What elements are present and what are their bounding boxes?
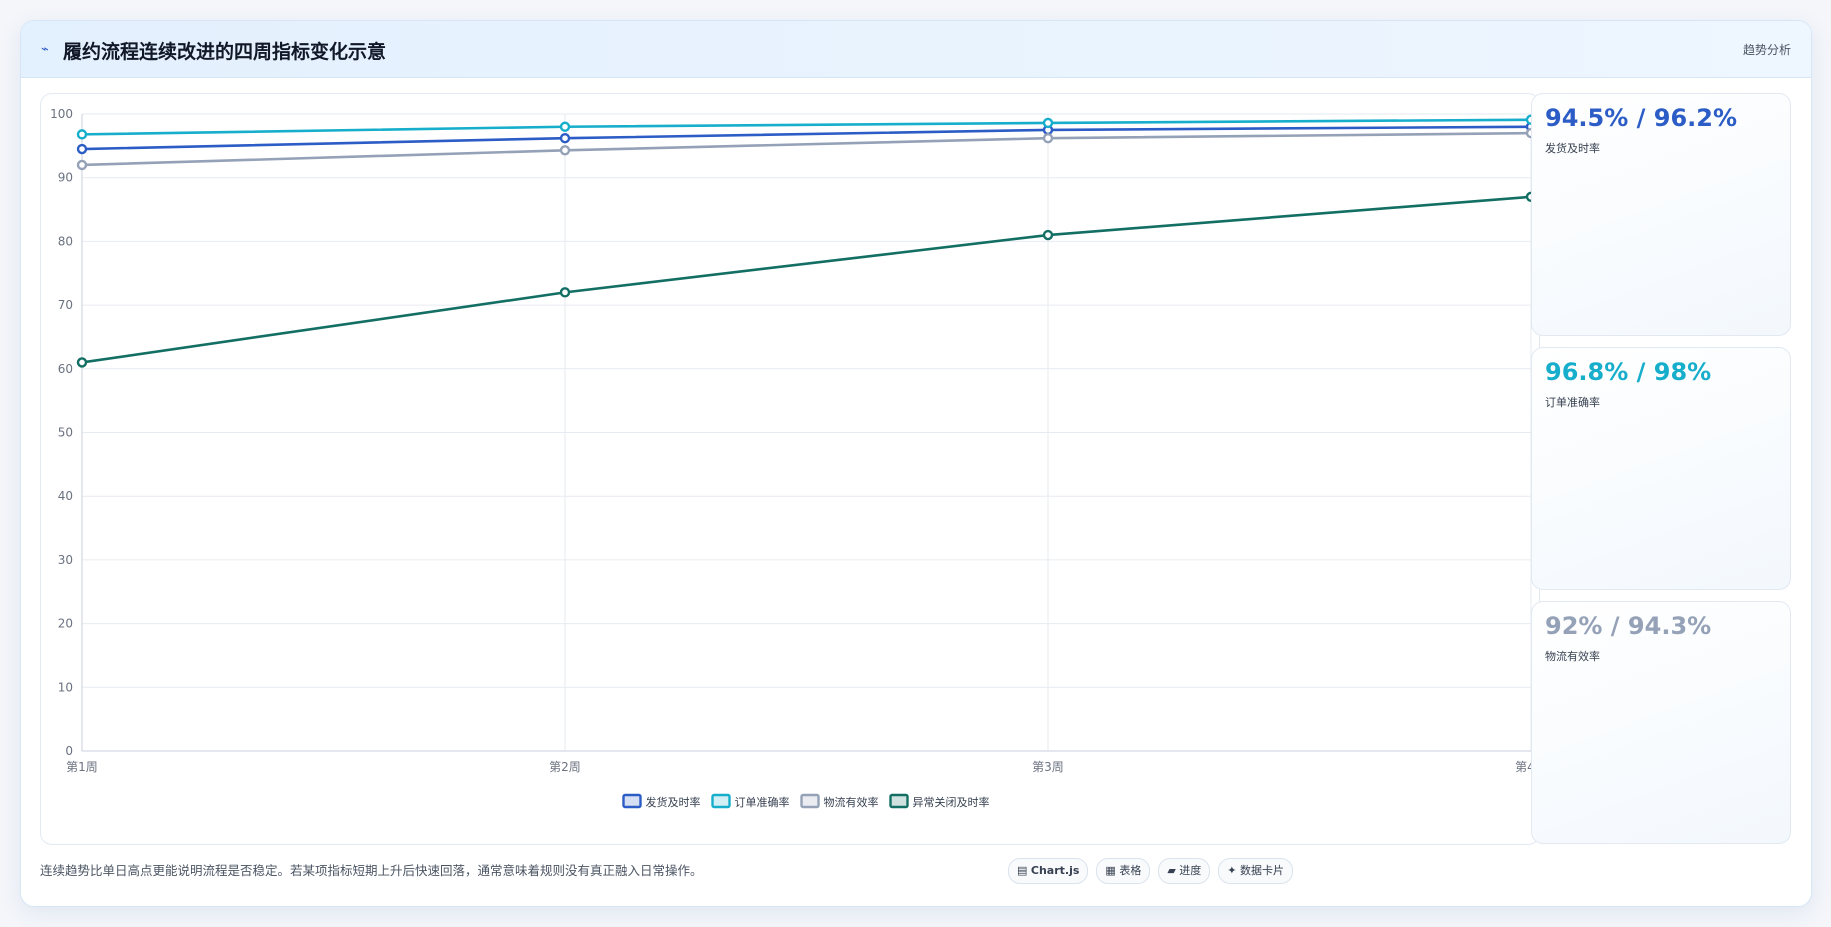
table-icon: ▦ (1105, 864, 1116, 877)
chart-panel: 0102030405060708090100第1周第2周第3周第4周发货及时率订… (40, 93, 1540, 845)
legend-label: 发货及时率 (646, 795, 701, 809)
y-tick-label: 100 (50, 107, 73, 121)
data-point (76, 159, 88, 171)
badge-chartjs[interactable]: ▤ Chart.js (1008, 858, 1089, 884)
legend-label: 异常关闭及时率 (913, 795, 990, 809)
stat-label: 物流有效率 (1545, 650, 1600, 663)
data-point (559, 121, 571, 132)
progress-icon: ▰ (1167, 864, 1176, 877)
y-tick-label: 40 (58, 489, 73, 503)
legend-swatch (889, 793, 909, 809)
footer-badges: ▤ Chart.js ▦ 表格 ▰ 进度 ✦ 数据卡片 (1008, 858, 1294, 884)
page-title: 履约流程连续改进的四周指标变化示意 (63, 41, 387, 63)
series-line (81, 118, 1532, 136)
y-tick-label: 30 (58, 553, 73, 567)
legend-swatch (622, 793, 642, 809)
x-tick-label: 第3周 (1032, 760, 1064, 774)
data-point (76, 129, 88, 140)
badge-progress[interactable]: ▰ 进度 (1158, 858, 1211, 884)
series-line (81, 125, 1532, 151)
badge-label: Chart.js (1030, 864, 1080, 877)
data-point (1042, 133, 1054, 144)
badge-label: 进度 (1179, 864, 1202, 877)
stat-card-order-accuracy: 96.8% / 98% 订单准确率 (1531, 347, 1791, 590)
footer-note: 连续趋势比单日高点更能说明流程是否稳定。若某项指标短期上升后快速回落，通常意味着… (40, 863, 703, 878)
data-point (76, 357, 88, 368)
legend-swatch (800, 793, 820, 809)
badge-label: 数据卡片 (1240, 864, 1285, 877)
sparkle-icon: ✦ (1227, 864, 1237, 877)
x-tick-label: 第1周 (66, 760, 98, 774)
trend-analysis-tag: 趋势分析 (1742, 43, 1791, 57)
stat-label: 发货及时率 (1545, 142, 1600, 155)
data-point (559, 133, 571, 144)
y-tick-label: 10 (58, 680, 73, 694)
data-point (559, 287, 571, 298)
y-tick-label: 80 (58, 234, 73, 248)
line-chart: 0102030405060708090100第1周第2周第3周第4周发货及时率订… (50, 107, 1539, 809)
badge-data-card[interactable]: ✦ 数据卡片 (1218, 858, 1294, 884)
data-point (559, 145, 571, 156)
stat-card-shipping: 94.5% / 96.2% 发货及时率 (1531, 93, 1791, 336)
y-tick-label: 50 (58, 426, 73, 440)
stat-value: 96.8% / 98% (1545, 358, 1712, 386)
y-tick-label: 70 (58, 298, 73, 312)
data-point (1042, 229, 1054, 241)
x-tick-label: 第2周 (549, 760, 581, 774)
badge-table[interactable]: ▦ 表格 (1096, 858, 1151, 884)
data-point (1042, 117, 1054, 129)
stat-cards: 94.5% / 96.2% 发货及时率 96.8% / 98% 订单准确率 92… (1531, 93, 1791, 844)
stat-value: 92% / 94.3% (1545, 612, 1712, 640)
stat-value: 94.5% / 96.2% (1545, 104, 1737, 132)
card-header: ⌁ 履约流程连续改进的四周指标变化示意 趋势分析 (21, 21, 1811, 78)
chart-icon: ▤ (1017, 864, 1028, 877)
data-point (76, 143, 88, 155)
y-tick-label: 60 (58, 362, 73, 376)
legend-swatch (711, 793, 731, 809)
y-tick-label: 90 (58, 171, 73, 185)
stat-label: 订单准确率 (1545, 396, 1600, 409)
y-tick-label: 20 (58, 617, 73, 631)
y-tick-label: 0 (65, 744, 73, 758)
badge-label: 表格 (1119, 864, 1142, 877)
legend-label: 订单准确率 (735, 795, 790, 809)
line-chart-icon: ⌁ (41, 42, 49, 57)
legend-label: 物流有效率 (824, 795, 879, 809)
stat-card-logistics: 92% / 94.3% 物流有效率 (1531, 601, 1791, 844)
series-line (81, 195, 1532, 364)
chart-card: ⌁ 履约流程连续改进的四周指标变化示意 趋势分析 0 10 20 30 40 50 60 70… (20, 20, 1812, 907)
series-line (81, 131, 1532, 167)
